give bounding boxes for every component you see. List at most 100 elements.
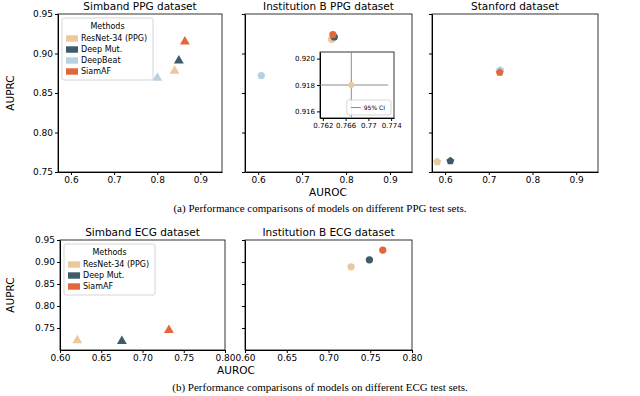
y-tick-mark <box>429 93 432 94</box>
plot-frame <box>58 14 222 172</box>
marks <box>347 246 386 270</box>
legend-swatch <box>68 261 80 267</box>
x-tick: 0.9 <box>383 172 398 185</box>
point <box>258 72 265 79</box>
plot-frame <box>245 14 412 172</box>
x-tick-mark <box>323 118 324 121</box>
y-tick-label: 0.920 <box>295 55 315 63</box>
x-tick: 0.774 <box>382 118 403 130</box>
y-tick: 0.920 <box>295 55 320 63</box>
caption: (b) Performance comparisons of models on… <box>172 381 468 394</box>
point <box>348 82 354 88</box>
y-axis-title: AUPRC <box>4 75 16 110</box>
plot-frame <box>432 14 598 172</box>
subplot-title: Institution B PPG dataset <box>263 0 394 12</box>
legend-label: SiamAF <box>81 67 111 76</box>
caption: (a) Performance comparisons of models on… <box>173 202 466 215</box>
y-tick-label: 0.75 <box>33 167 53 177</box>
x-tick-label: 0.762 <box>313 122 333 130</box>
x-tick-label: 0.9 <box>569 175 584 185</box>
y-tick-mark <box>57 240 60 241</box>
x-tick-label: 0.8 <box>526 175 541 185</box>
x-tick: 0.8 <box>151 172 166 185</box>
x-tick-label: 0.6 <box>252 175 267 185</box>
point <box>164 325 174 334</box>
y-tick: 0.95 <box>33 9 58 19</box>
y-tick <box>429 93 432 94</box>
y-tick: 0.80 <box>33 128 58 138</box>
y-tick-mark <box>242 14 245 15</box>
x-tick: 0.7 <box>107 172 121 185</box>
marks <box>433 66 504 165</box>
point <box>366 256 373 263</box>
point <box>170 65 180 74</box>
x-tick: 0.70 <box>133 350 153 363</box>
y-tick-mark <box>55 14 58 15</box>
subplot: Simband PPG dataset0.60.70.80.90.750.800… <box>4 0 223 185</box>
x-tick: 0.60 <box>235 350 255 363</box>
figure: Simband PPG dataset0.60.70.80.90.750.800… <box>0 0 640 396</box>
y-tick-mark <box>55 54 58 55</box>
y-tick <box>429 14 432 15</box>
y-tick-mark <box>242 328 245 329</box>
x-tick-label: 0.60 <box>235 353 255 363</box>
y-tick: 0.90 <box>35 257 60 267</box>
point <box>446 157 454 165</box>
x-tick-label: 0.6 <box>438 175 453 185</box>
y-tick-mark <box>242 262 245 263</box>
x-axis: 0.6 0.7 0.8 0.9 <box>59 172 223 185</box>
x-tick-mark <box>368 118 369 121</box>
x-tick-label: 0.7 <box>295 175 309 185</box>
x-tick-label: 0.9 <box>194 175 209 185</box>
legend-swatch <box>66 46 78 52</box>
subplot: Stanford dataset0.60.70.80.9 <box>429 0 599 185</box>
y-tick-mark <box>242 93 245 94</box>
x-tick: 0.65 <box>277 350 297 363</box>
point <box>347 263 354 270</box>
point <box>379 246 386 253</box>
x-tick-label: 0.65 <box>92 353 112 363</box>
y-tick-label: 0.80 <box>33 128 53 138</box>
x-tick-label: 0.6 <box>64 175 79 185</box>
x-axis-title: AUROC <box>309 186 347 198</box>
x-tick-mark <box>391 118 392 121</box>
x-tick-label: 0.774 <box>382 122 403 130</box>
y-tick-mark <box>242 54 245 55</box>
legend-swatch <box>66 35 78 41</box>
y-tick <box>242 262 245 263</box>
x-tick: 0.7 <box>482 172 496 185</box>
x-axis: 0.7620.7660.770.774 <box>313 118 402 130</box>
y-tick-mark <box>242 284 245 285</box>
y-tick <box>242 284 245 285</box>
y-tick: 0.75 <box>33 167 58 177</box>
y-tick-mark <box>429 14 432 15</box>
point <box>117 336 127 345</box>
x-tick-label: 0.80 <box>402 353 422 363</box>
y-tick-label: 0.80 <box>35 301 55 311</box>
x-tick: 0.60 <box>50 350 70 363</box>
point <box>180 36 190 45</box>
y-tick: 0.90 <box>33 49 58 59</box>
y-tick <box>242 306 245 307</box>
y-tick <box>242 54 245 55</box>
y-tick-mark <box>242 240 245 241</box>
x-axis: 0.600.650.700.750.80 <box>235 350 422 363</box>
legend: MethodsResNet-34 (PPG)Deep Mut.SiamAF <box>64 244 155 295</box>
y-tick: 0.95 <box>35 235 60 245</box>
point <box>152 72 162 81</box>
y-axis: 0.750.800.850.900.95 <box>35 235 61 350</box>
y-tick-mark <box>429 54 432 55</box>
legend-box <box>62 18 153 80</box>
x-tick-label: 0.9 <box>383 175 398 185</box>
legend-label: Deep Mut. <box>81 45 122 54</box>
y-tick: 0.918 <box>295 82 320 90</box>
x-tick: 0.75 <box>361 350 381 363</box>
y-tick-label: 0.90 <box>35 257 55 267</box>
subplot-title: Institution B ECG dataset <box>262 226 394 238</box>
x-tick-label: 0.7 <box>482 175 496 185</box>
y-tick-label: 0.75 <box>35 323 55 333</box>
y-tick-label: 0.916 <box>295 108 316 116</box>
marks <box>72 325 173 345</box>
x-tick-label: 0.8 <box>339 175 354 185</box>
legend-title: Methods <box>92 248 126 257</box>
